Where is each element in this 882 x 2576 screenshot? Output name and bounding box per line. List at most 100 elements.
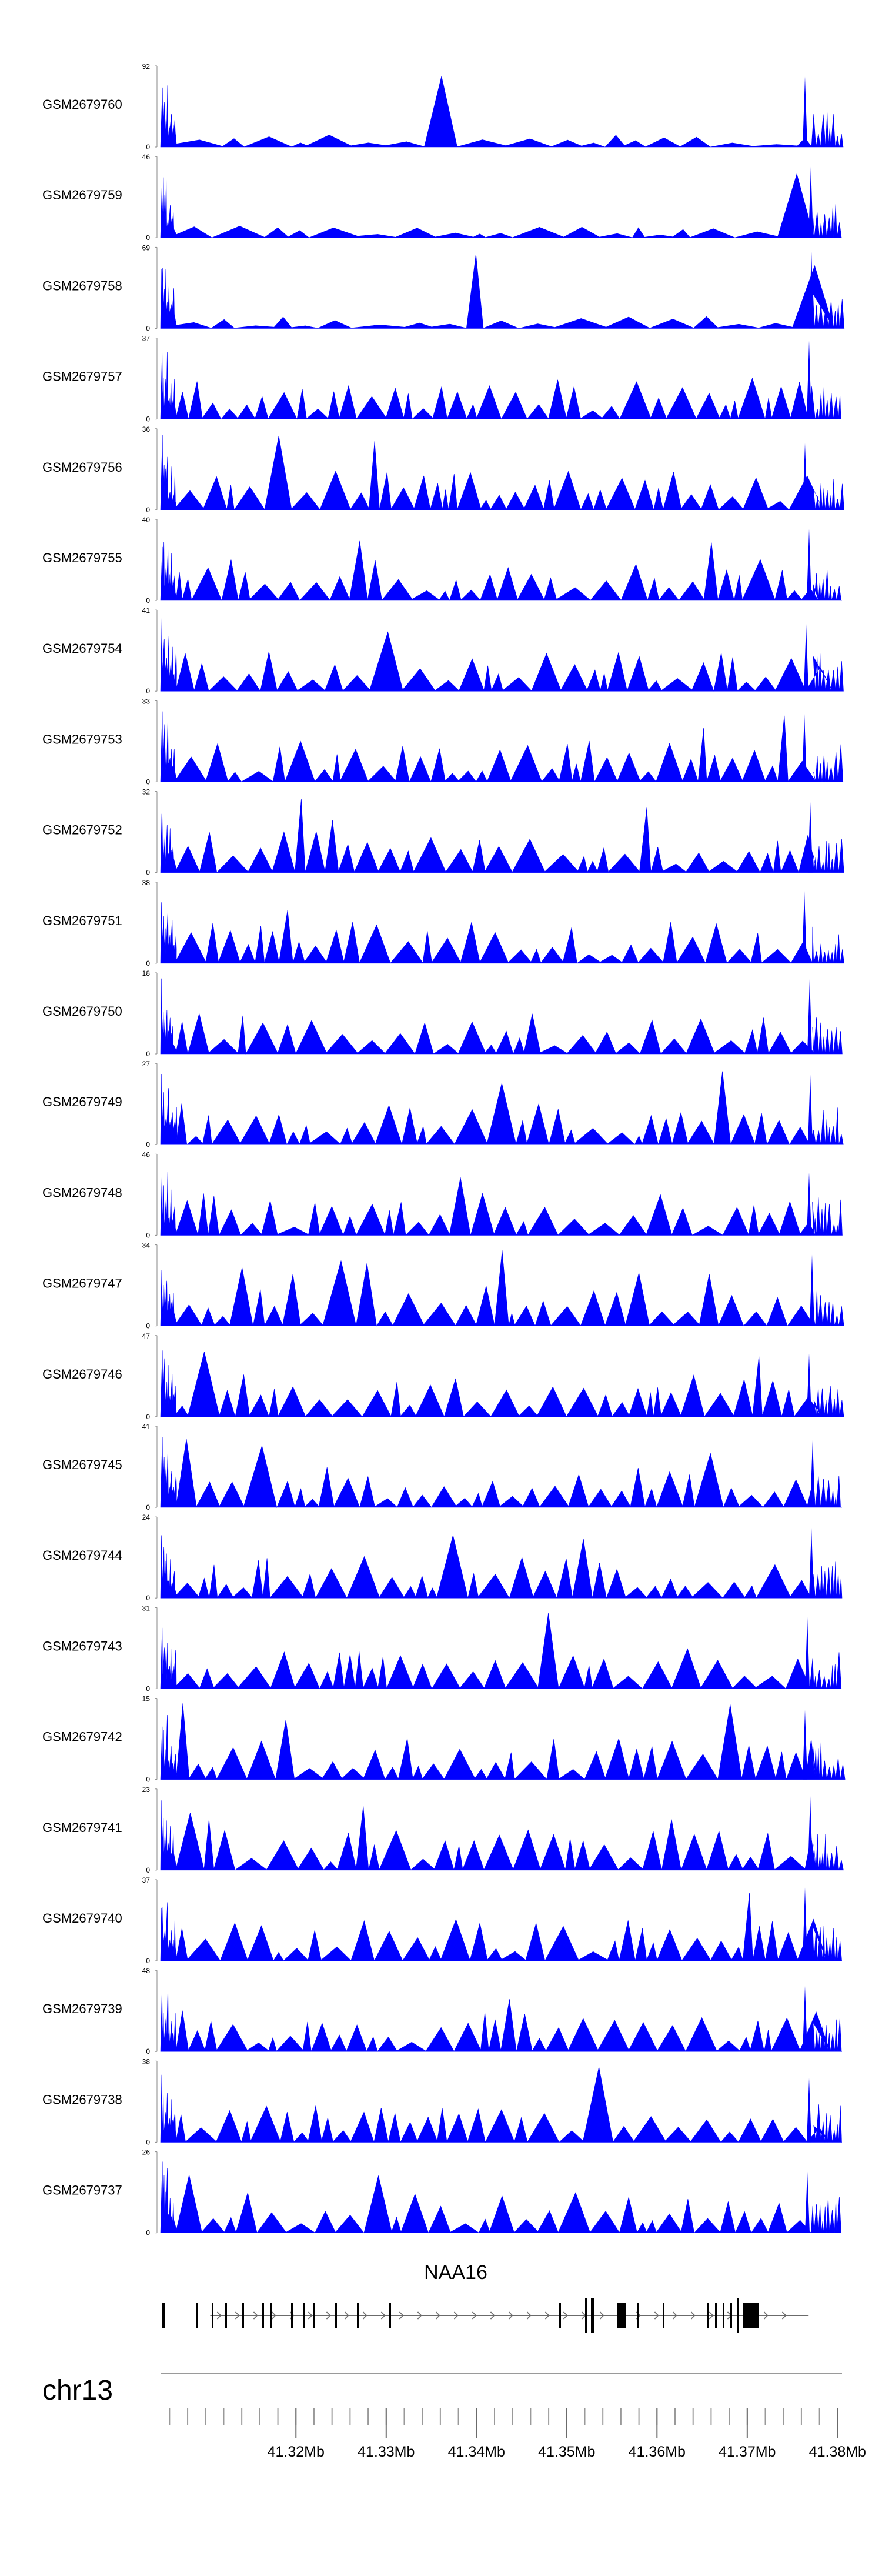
strand-arrow [544,2311,550,2320]
axis-tick-label: 41.33Mb [358,2444,415,2460]
exon [715,2303,717,2328]
track-GSM2679751: GSM2679751 38 0 [42,879,844,967]
exon [591,2298,594,2333]
coverage-area [160,435,844,510]
track-ymin-label: 0 [146,1140,150,1149]
coverage-area [160,978,843,1055]
track-label: GSM2679737 [42,2183,122,2198]
track-label: GSM2679760 [42,97,122,112]
coverage-area [160,352,842,420]
strand-arrow [690,2311,696,2320]
exon [743,2303,759,2328]
exon [617,2303,626,2328]
track-ymax-label: 38 [142,2057,151,2066]
coverage-peak [807,1353,811,1417]
track-ymin-label: 0 [146,1594,150,1602]
exon [242,2303,244,2328]
coverage-peak [803,1710,807,1780]
track-GSM2679756: GSM2679756 36 0 [42,425,844,514]
track-label: GSM2679748 [42,1185,122,1200]
track-label: GSM2679743 [42,1639,122,1653]
coverage-area [160,902,844,964]
strand-arrow [417,2311,422,2320]
track-label: GSM2679738 [42,2092,122,2107]
track-label: GSM2679749 [42,1095,122,1109]
coverage-peak [809,1527,814,1599]
track-GSM2679746: GSM2679746 47 0 [42,1332,844,1421]
exon [730,2303,732,2328]
track-GSM2679747: GSM2679747 34 0 [42,1242,844,1330]
strand-arrow [380,2311,386,2320]
exon [262,2303,264,2328]
track-GSM2679741: GSM2679741 23 0 [42,1786,844,1874]
exon [663,2303,664,2328]
coverage-peak [808,1796,813,1870]
track-ymin-label: 0 [146,2138,150,2146]
track-label: GSM2679753 [42,732,122,746]
track-ymin-label: 0 [146,2229,150,2237]
coverage-area [160,1437,842,1508]
track-GSM2679758: GSM2679758 69 0 [42,243,845,332]
track-GSM2679745: GSM2679745 41 0 [42,1423,842,1511]
strand-arrow [654,2311,659,2320]
track-ymax-label: 46 [142,153,151,161]
strand-arrow [271,2311,276,2320]
track-GSM2679759: GSM2679759 46 0 [42,153,842,242]
strand-arrow [490,2311,495,2320]
track-ymin-label: 0 [146,324,150,332]
track-GSM2679740: GSM2679740 37 0 [42,1876,842,1965]
track-ymax-label: 33 [142,697,151,705]
coverage-peak [804,623,808,692]
track-label: GSM2679745 [42,1457,122,1472]
track-label: GSM2679742 [42,1730,122,1744]
coverage-area [160,1350,844,1417]
track-label: GSM2679747 [42,1276,122,1291]
track-ymin-label: 0 [146,2047,150,2056]
track-ymax-label: 24 [142,1513,151,1521]
track-ymax-label: 92 [142,62,151,71]
coverage-peak [810,1254,814,1326]
coverage-peak [803,1887,807,1961]
track-GSM2679753: GSM2679753 33 0 [42,697,844,786]
track-label: GSM2679740 [42,1911,122,1926]
strand-arrow [435,2311,440,2320]
exon [389,2303,391,2328]
track-GSM2679754: GSM2679754 41 0 [42,606,844,695]
track-label: GSM2679755 [42,550,122,565]
track-GSM2679755: GSM2679755 40 0 [42,516,842,605]
strand-arrow [399,2311,404,2320]
track-label: GSM2679739 [42,2001,122,2016]
coverage-area [160,711,844,783]
track-GSM2679744: GSM2679744 24 0 [42,1513,843,1602]
coverage-area [160,76,844,148]
track-ymin-label: 0 [146,506,150,514]
track-ymin-label: 0 [146,1231,150,1239]
track-ymax-label: 31 [142,1604,151,1612]
coverage-area [160,1172,843,1236]
track-ymin-label: 0 [146,778,150,786]
track-ymax-label: 26 [142,2148,151,2157]
axis-major-ticks: 41.32Mb 41.33Mb 41.34Mb 41.35Mb 41.36Mb 41.37… [268,2408,866,2460]
coverage-peak [802,713,807,782]
exon [737,2298,739,2333]
axis-tick-label: 41.34Mb [448,2444,505,2460]
exon [335,2303,337,2328]
exon [212,2303,213,2328]
track-GSM2679743: GSM2679743 31 0 [42,1604,842,1693]
coverage-area [160,540,842,601]
exon [723,2303,724,2328]
track-ymax-label: 41 [142,1423,151,1431]
track-ymin-label: 0 [146,1776,150,1784]
track-ymin-label: 0 [146,1957,150,1965]
track-ymax-label: 48 [142,1967,151,1975]
coverage-peak [810,1440,815,1507]
track-GSM2679737: GSM2679737 26 0 [42,2148,842,2237]
strand-arrow [344,2311,349,2320]
track-ymin-label: 0 [146,687,150,695]
track-ymin-label: 0 [146,1684,150,1693]
exon [585,2298,587,2333]
track-label: GSM2679758 [42,278,122,293]
gene-model-track: NAA16 [162,2261,809,2333]
exon [637,2303,639,2328]
track-ymax-label: 15 [142,1695,151,1703]
